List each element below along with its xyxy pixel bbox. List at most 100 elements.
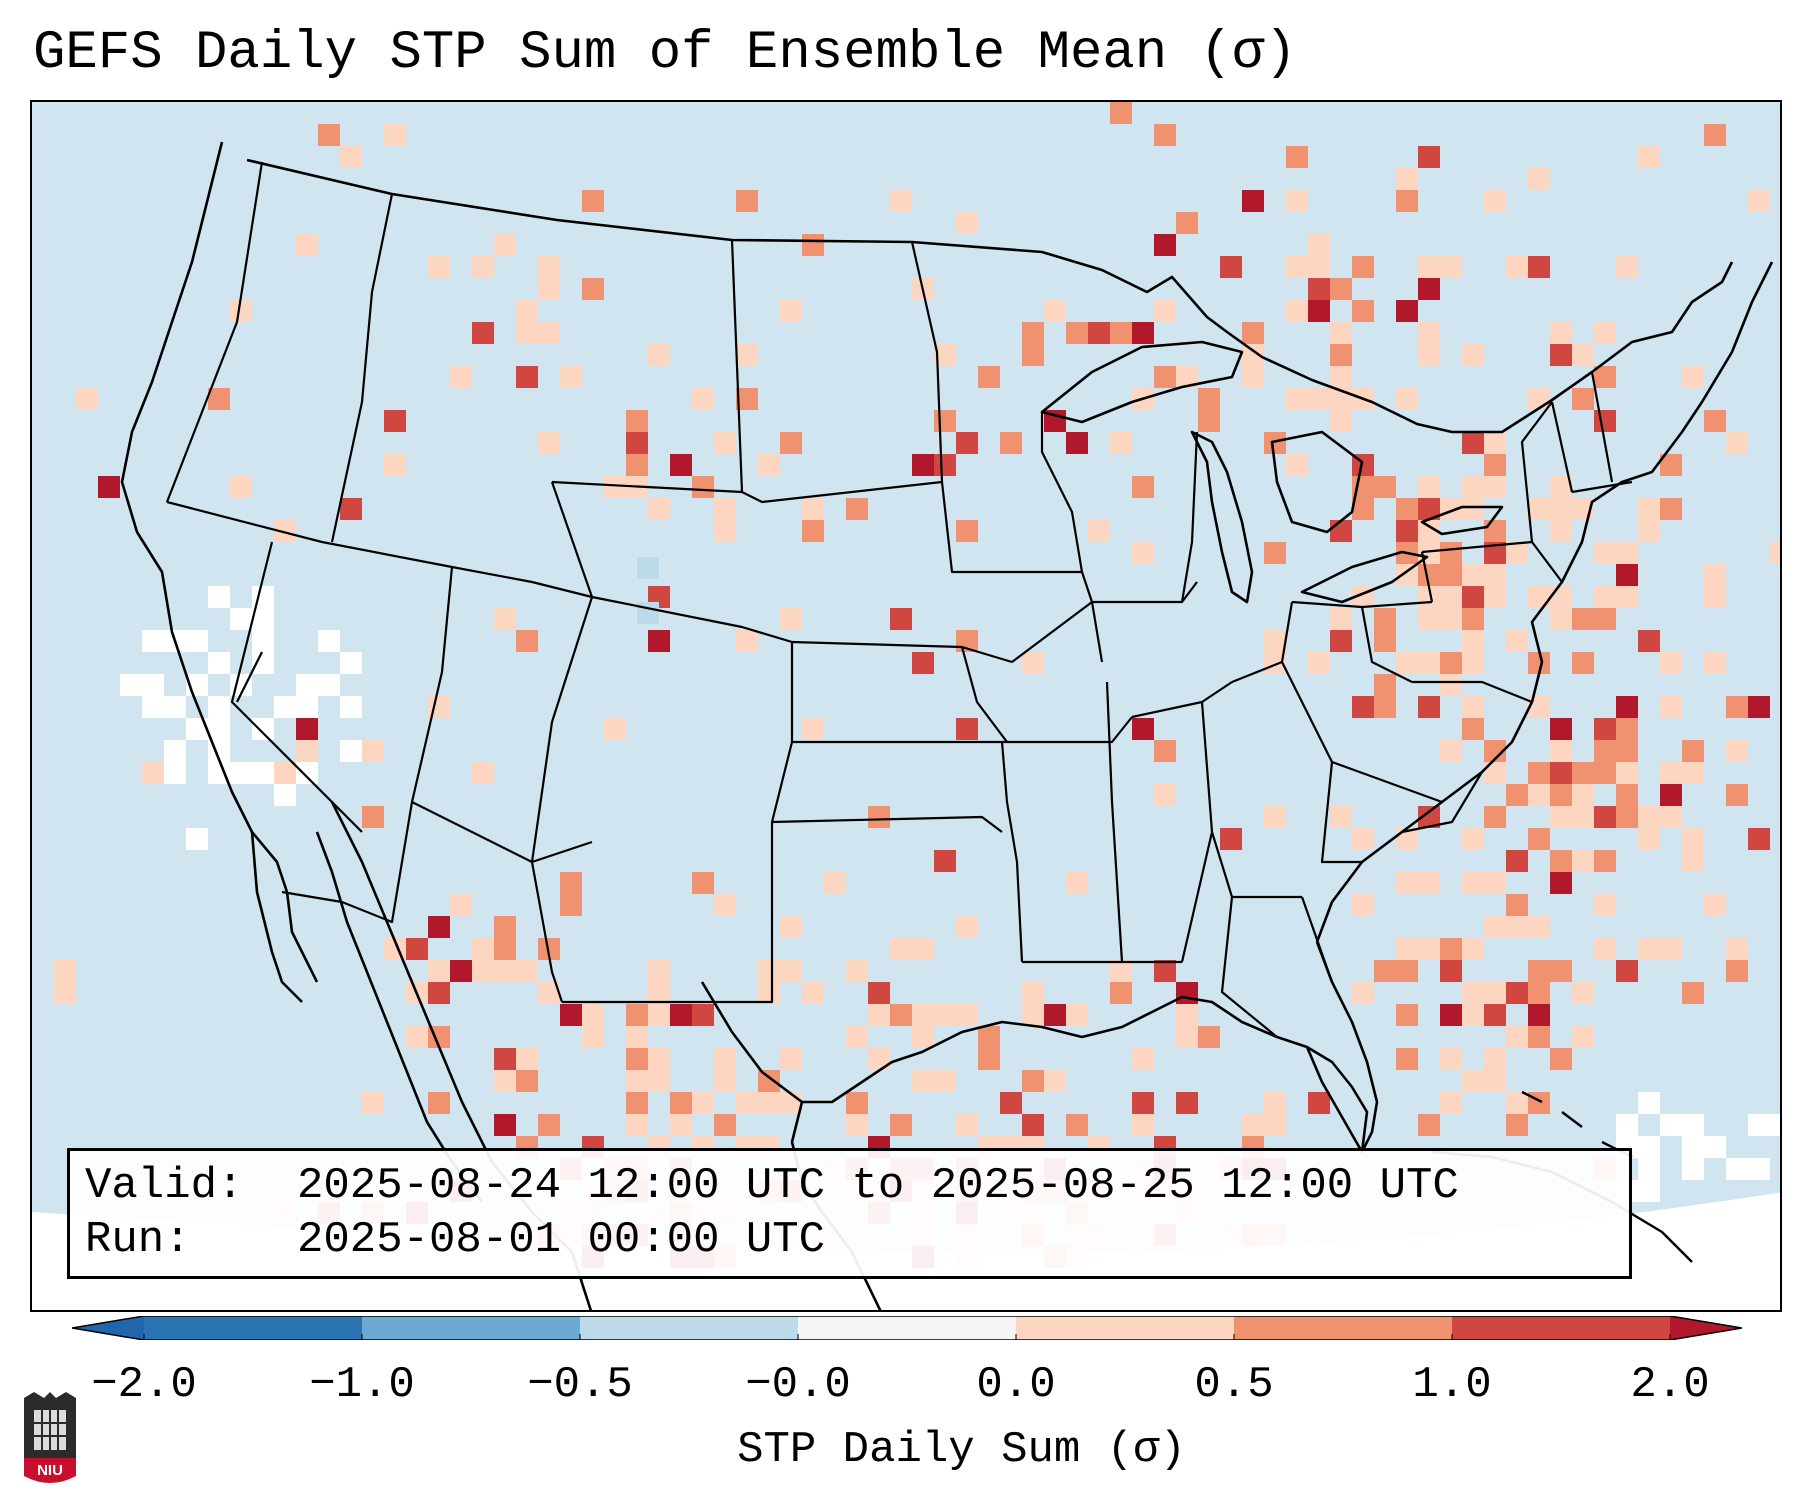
stp-cell — [1528, 696, 1550, 718]
stp-cell — [516, 630, 538, 652]
stp-cell — [1066, 872, 1088, 894]
stp-cell — [1506, 916, 1528, 938]
stp-cell — [758, 1092, 780, 1114]
stp-cell — [1506, 894, 1528, 916]
colorbar-segment — [1016, 1316, 1235, 1340]
stp-cell — [1374, 476, 1396, 498]
valid-value: 2025-08-24 12:00 UTC to 2025-08-25 12:00… — [297, 1161, 1459, 1211]
stp-cell — [1308, 388, 1330, 410]
stp-cell — [230, 476, 252, 498]
stp-cell — [472, 938, 494, 960]
stp-cell — [362, 806, 384, 828]
stp-cell — [1748, 828, 1770, 850]
stp-cell — [1660, 652, 1682, 674]
stp-cell — [934, 410, 956, 432]
colorbar-segment — [144, 1316, 363, 1340]
stp-cell-negative — [637, 602, 659, 624]
stp-cell — [626, 1070, 648, 1092]
stp-cell — [1528, 498, 1550, 520]
stp-cell — [1198, 1026, 1220, 1048]
stp-cell — [494, 938, 516, 960]
stp-cell — [318, 124, 340, 146]
stp-cell — [1484, 476, 1506, 498]
stp-cell — [208, 652, 230, 674]
stp-cell — [1418, 938, 1440, 960]
stp-cell — [1132, 542, 1154, 564]
stp-cell — [1352, 894, 1374, 916]
colorbar-tick-label: 0.0 — [976, 1360, 1055, 1410]
stp-cell — [1110, 432, 1132, 454]
stp-cell — [1616, 564, 1638, 586]
stp-cell — [1462, 586, 1484, 608]
stp-cell — [1616, 762, 1638, 784]
stp-cell — [1154, 960, 1176, 982]
stp-cell — [626, 1048, 648, 1070]
stp-cell — [1396, 1004, 1418, 1026]
stp-cell — [274, 784, 296, 806]
stp-cell — [670, 454, 692, 476]
stp-cell — [648, 982, 670, 1004]
stp-cell — [1704, 652, 1726, 674]
run-label: Run: — [85, 1213, 297, 1267]
stp-cell — [758, 1070, 780, 1092]
stp-cell — [758, 982, 780, 1004]
stp-cell — [1264, 542, 1286, 564]
stp-cell — [560, 1004, 582, 1026]
stp-cell — [1616, 542, 1638, 564]
stp-cell — [714, 432, 736, 454]
stp-cell — [494, 234, 516, 256]
stp-cell — [1462, 1004, 1484, 1026]
stp-cell — [1462, 498, 1484, 520]
stp-cell — [1748, 1114, 1770, 1136]
stp-cell — [1330, 366, 1352, 388]
stp-cell — [1484, 806, 1506, 828]
stp-cell — [1550, 718, 1572, 740]
stp-cell — [1594, 322, 1616, 344]
stp-cell — [1132, 1092, 1154, 1114]
map-panel — [30, 100, 1782, 1312]
stp-cell — [1550, 520, 1572, 542]
stp-cell — [274, 762, 296, 784]
stp-cell — [582, 1004, 604, 1026]
stp-cell — [340, 498, 362, 520]
stp-cell — [890, 190, 912, 212]
stp-cell — [692, 1004, 714, 1026]
stp-cell — [1462, 476, 1484, 498]
stp-cell — [1440, 1004, 1462, 1026]
stp-cell — [164, 740, 186, 762]
stp-cell — [1660, 784, 1682, 806]
colorbar-tick-label: −1.0 — [309, 1360, 415, 1410]
stp-cell — [1682, 850, 1704, 872]
stp-cell — [1242, 190, 1264, 212]
stp-cell — [1396, 872, 1418, 894]
stp-cell — [1330, 520, 1352, 542]
stp-cell — [1440, 586, 1462, 608]
stp-cell — [1704, 894, 1726, 916]
stp-cell — [1022, 1114, 1044, 1136]
stp-cell — [1154, 784, 1176, 806]
stp-cell — [934, 1070, 956, 1092]
stp-cell — [1286, 388, 1308, 410]
stp-cell — [1440, 1092, 1462, 1114]
stp-cell — [1044, 300, 1066, 322]
stp-cell — [516, 960, 538, 982]
stp-cell — [1528, 982, 1550, 1004]
stp-cell — [1682, 1136, 1704, 1158]
stp-cell — [406, 1026, 428, 1048]
stp-cell — [1440, 1048, 1462, 1070]
stp-cell — [1330, 630, 1352, 652]
stp-cell — [1550, 762, 1572, 784]
stp-cell — [956, 1004, 978, 1026]
stp-cell — [1726, 938, 1748, 960]
stp-cell — [868, 1004, 890, 1026]
stp-cell — [1528, 1092, 1550, 1114]
stp-cell — [384, 454, 406, 476]
stp-cell — [890, 608, 912, 630]
stp-cell — [1088, 322, 1110, 344]
stp-cell — [1374, 960, 1396, 982]
stp-cell — [714, 1070, 736, 1092]
colorbar-tick-label: 0.5 — [1194, 1360, 1273, 1410]
colorbar-tick-label: −0.0 — [745, 1360, 851, 1410]
stp-cell — [1396, 520, 1418, 542]
stp-cell — [824, 872, 846, 894]
